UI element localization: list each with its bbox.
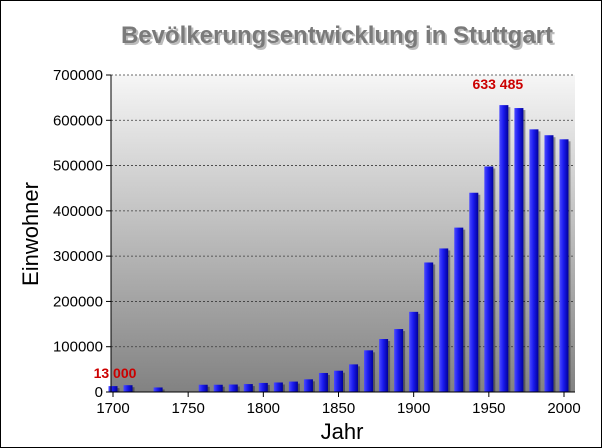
grid-lines [111,74,575,348]
bar [544,135,554,393]
bar [349,364,359,392]
bar [379,339,389,392]
x-tick-label: 1750 [171,400,204,417]
annotation-label: 13 000 [94,365,137,381]
y-tick-label: 500000 [53,158,103,175]
y-tick-label: 400000 [53,203,103,220]
bar [439,248,449,392]
bar [469,192,479,392]
x-axis-ticks: 1700 1750 1800 1850 1900 1950 2000 [96,392,581,417]
annotations: 13 000 633 485 [94,76,524,381]
bar [258,382,268,392]
y-tick-label: 300000 [53,248,103,265]
y-axis-ticks: 0 100000 200000 300000 400000 500000 600000 700… [53,67,111,401]
x-tick-label: 2000 [547,400,580,417]
y-tick-label: 700000 [53,67,103,84]
plot-area [111,75,575,392]
y-tick-label: 0 [95,384,103,401]
chart-title-shadow: Bevölkerungsentwicklung in Stuttgart [123,24,555,51]
chart-title: Bevölkerungsentwicklung in Stuttgart [121,22,553,49]
x-axis-label: Jahr [321,419,364,444]
bars [108,105,571,393]
bar [303,379,313,392]
bar [529,129,539,393]
bar [499,105,509,392]
bar [273,382,283,392]
bar [198,384,208,392]
bar [153,387,163,392]
x-tick-label: 1800 [247,400,280,417]
y-axis-label: Einwohner [18,182,43,286]
bar [454,227,464,392]
bar [394,329,404,392]
bar [228,384,238,392]
bar [108,386,118,392]
bar [424,262,434,392]
bar [243,384,253,392]
x-tick-label: 1950 [472,400,505,417]
bar [559,139,569,392]
y-tick-label: 100000 [53,339,103,356]
annotation-label: 633 485 [473,76,524,92]
bar [318,372,328,392]
x-tick-label: 1700 [96,400,129,417]
bar [213,384,223,392]
x-tick-label: 1900 [397,400,430,417]
bar [334,370,343,392]
bar [409,311,419,392]
bar [364,350,374,392]
y-tick-label: 600000 [53,112,103,129]
x-tick-label: 1850 [322,400,355,417]
bar [484,166,494,392]
bar [123,385,133,392]
y-tick-label: 200000 [53,293,103,310]
bar [288,381,298,392]
bar [514,108,524,393]
